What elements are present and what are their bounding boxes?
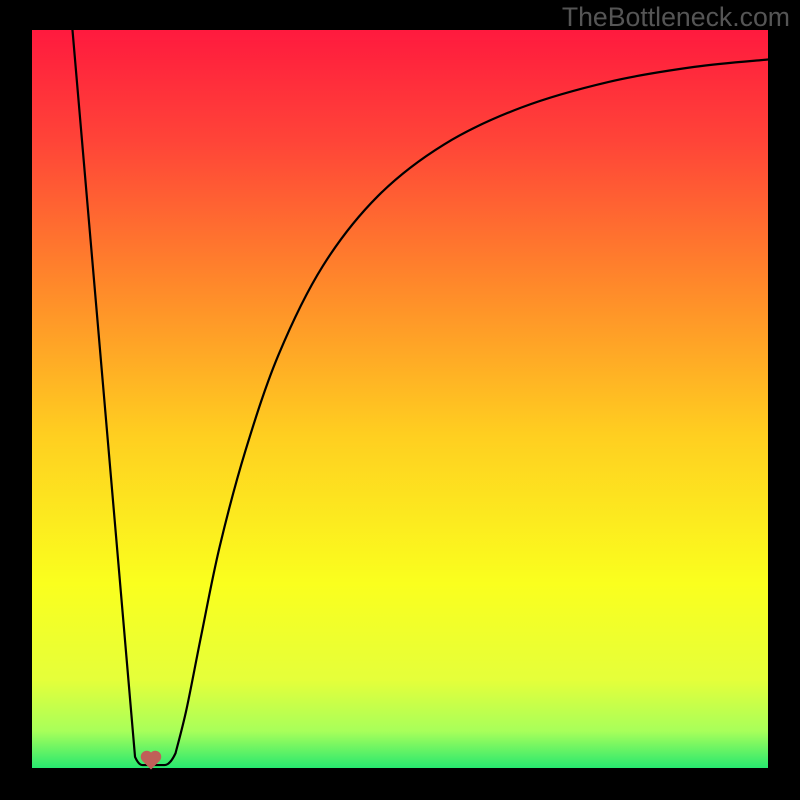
curve-svg [32,30,768,768]
attribution-label: TheBottleneck.com [562,2,790,33]
bottleneck-curve [72,30,768,765]
chart-container: TheBottleneck.com [0,0,800,800]
plot-area [32,30,768,768]
